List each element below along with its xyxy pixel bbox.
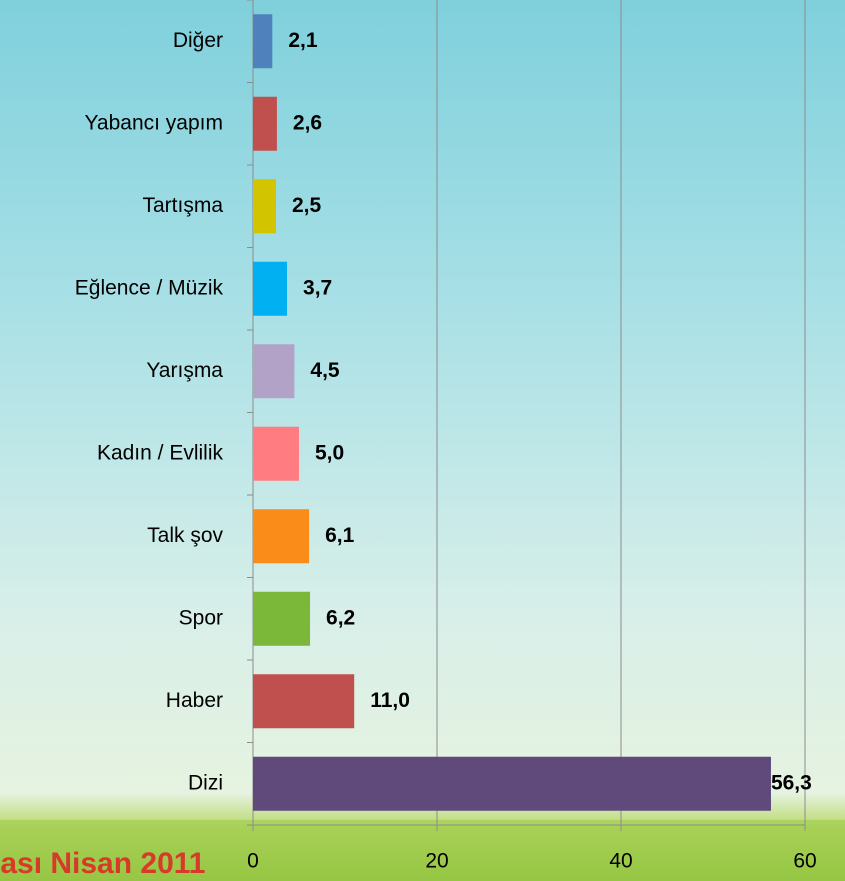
watermark: bası Nisan 2011: [0, 847, 205, 880]
x-tick-label: 60: [793, 850, 816, 873]
y-tick-label: Yarışma: [146, 359, 223, 382]
value-label: 11,0: [370, 689, 410, 712]
value-label: 56,3: [771, 771, 812, 794]
y-tick-label: Kadın / Evlilik: [97, 441, 224, 464]
value-label: 2,6: [293, 111, 322, 134]
value-label: 5,0: [315, 441, 344, 464]
value-label: 6,1: [325, 524, 355, 547]
bar: [253, 674, 354, 728]
y-tick-label: Spor: [179, 606, 223, 629]
value-label: 3,7: [303, 276, 332, 299]
bar: [253, 757, 771, 811]
bar: [253, 262, 287, 316]
y-tick-label: Yabancı yapım: [84, 111, 223, 134]
bar: [253, 97, 277, 151]
x-tick-label: 0: [247, 850, 259, 873]
value-label: 2,1: [288, 29, 318, 52]
y-tick-label: Diğer: [173, 29, 223, 52]
bar: [253, 592, 310, 646]
chart: bası Nisan 2011 0 20 40 60 Diğer 2,1 Yabancı y…: [0, 0, 845, 881]
bar: [253, 14, 272, 68]
x-tick-label: 20: [425, 850, 448, 873]
bar: [253, 344, 294, 398]
y-tick-label: Talk şov: [147, 524, 223, 547]
value-label: 4,5: [310, 359, 340, 382]
value-label: 2,5: [292, 194, 322, 217]
bar: [253, 179, 276, 233]
value-label: 6,2: [326, 606, 355, 629]
x-tick-label: 40: [609, 850, 632, 873]
y-tick-label: Haber: [166, 689, 223, 712]
bar: [253, 427, 299, 481]
bar: [253, 509, 309, 563]
y-tick-label: Eğlence / Müzik: [75, 276, 224, 299]
y-tick-label: Tartışma: [142, 194, 223, 217]
page: bası Nisan 2011 0 20 40 60 Diğer 2,1 Yabancı y…: [0, 0, 845, 881]
y-tick-label: Dizi: [188, 771, 223, 794]
